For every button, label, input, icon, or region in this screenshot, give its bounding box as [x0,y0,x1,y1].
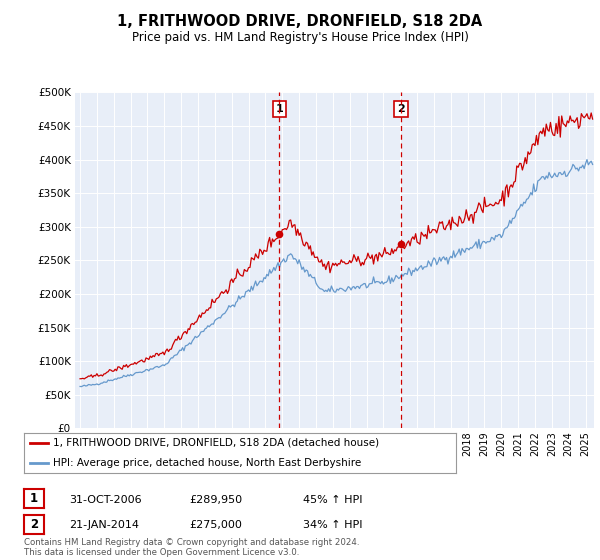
Text: 45% ↑ HPI: 45% ↑ HPI [303,494,362,505]
Text: 1, FRITHWOOD DRIVE, DRONFIELD, S18 2DA: 1, FRITHWOOD DRIVE, DRONFIELD, S18 2DA [118,14,482,29]
Text: £289,950: £289,950 [189,494,242,505]
Text: Contains HM Land Registry data © Crown copyright and database right 2024.
This d: Contains HM Land Registry data © Crown c… [24,538,359,557]
Text: 2: 2 [397,104,405,114]
Text: 1, FRITHWOOD DRIVE, DRONFIELD, S18 2DA (detached house): 1, FRITHWOOD DRIVE, DRONFIELD, S18 2DA (… [53,438,380,448]
Text: 1: 1 [30,492,38,506]
Text: £275,000: £275,000 [189,520,242,530]
Text: Price paid vs. HM Land Registry's House Price Index (HPI): Price paid vs. HM Land Registry's House … [131,31,469,44]
Text: 1: 1 [275,104,283,114]
Text: 34% ↑ HPI: 34% ↑ HPI [303,520,362,530]
Text: 21-JAN-2014: 21-JAN-2014 [69,520,139,530]
Text: HPI: Average price, detached house, North East Derbyshire: HPI: Average price, detached house, Nort… [53,458,362,468]
Text: 2: 2 [30,517,38,531]
Text: 31-OCT-2006: 31-OCT-2006 [69,494,142,505]
